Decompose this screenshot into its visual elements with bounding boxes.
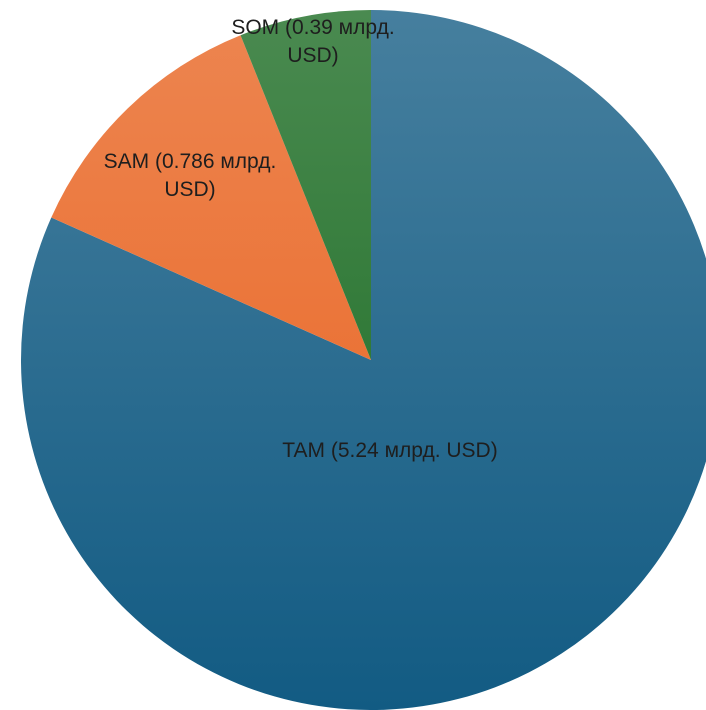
pie-slice xyxy=(51,35,372,361)
pie-slice xyxy=(240,10,371,360)
slice-label: SOM (0.39 млрд. USD) xyxy=(231,16,395,67)
pie-slice xyxy=(21,10,706,710)
slice-label: SAM (0.786 млрд. USD) xyxy=(103,150,277,201)
slice-label: TAM (5.24 млрд. USD) xyxy=(282,439,498,462)
